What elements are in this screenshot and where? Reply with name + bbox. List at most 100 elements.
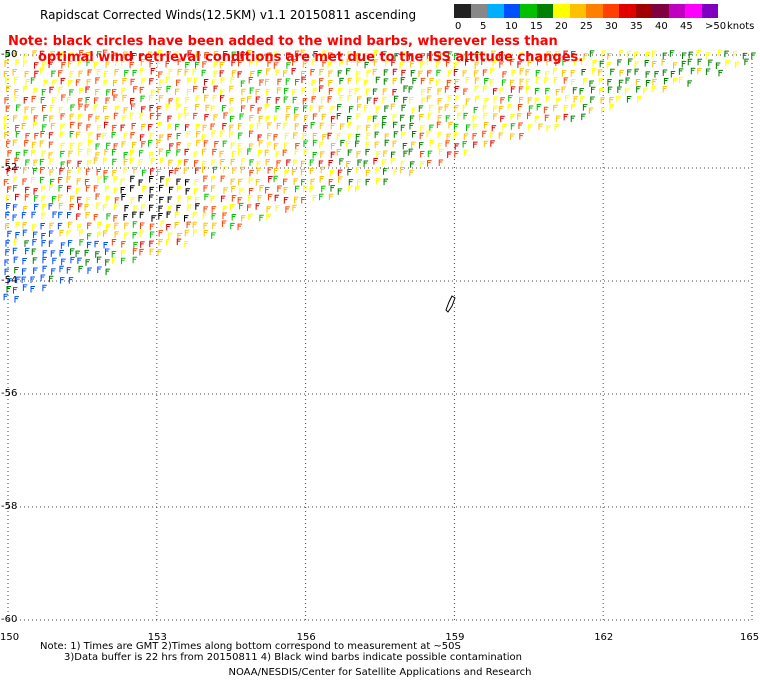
wind-barb — [122, 77, 127, 85]
wind-barb — [113, 187, 119, 195]
wind-barb — [156, 140, 162, 147]
wind-barb — [93, 62, 99, 69]
wind-barb — [347, 168, 352, 176]
wind-barb — [60, 123, 65, 131]
wind-barb — [366, 97, 372, 105]
wind-barb — [337, 70, 343, 77]
wind-barb — [22, 268, 27, 275]
wind-barb — [483, 121, 489, 129]
wind-barb — [31, 141, 37, 149]
wind-barb — [454, 105, 459, 112]
wind-barb — [211, 79, 217, 86]
wind-barb — [33, 188, 39, 195]
wind-barb — [419, 142, 424, 149]
wind-barb — [390, 103, 396, 111]
wind-barb — [105, 97, 110, 104]
wind-barb — [105, 224, 111, 231]
wind-barb — [409, 96, 414, 104]
wind-barb — [105, 195, 111, 203]
wind-barb — [94, 240, 100, 248]
wind-barb — [292, 204, 297, 212]
wind-barb — [7, 278, 12, 285]
wind-barb — [302, 61, 308, 68]
wind-barb — [294, 148, 300, 156]
wind-barb — [13, 115, 18, 122]
wind-barb — [474, 70, 479, 77]
wind-barb — [60, 51, 66, 59]
wind-barb — [616, 95, 621, 103]
legend-swatch — [553, 4, 570, 18]
wind-barb — [453, 69, 459, 76]
wind-barb — [192, 221, 198, 229]
wind-barb — [570, 115, 576, 123]
wind-barb — [402, 142, 408, 150]
wind-barb — [319, 68, 324, 76]
wind-barb — [24, 106, 30, 114]
wind-barb — [78, 103, 84, 111]
wind-barb — [376, 151, 381, 158]
wind-barb — [33, 159, 38, 167]
wind-barb — [339, 95, 344, 102]
wind-barb — [185, 62, 190, 69]
wind-barb — [48, 203, 54, 210]
wind-barb — [545, 87, 550, 95]
wind-barb — [5, 195, 11, 202]
wind-barb — [148, 95, 154, 102]
wind-barb — [563, 105, 569, 112]
wind-barb — [6, 167, 12, 175]
wind-barb — [123, 167, 128, 174]
longitude-label: 159 — [445, 632, 465, 643]
wind-barb — [123, 152, 129, 159]
wind-barb — [545, 71, 550, 78]
wind-barb — [24, 140, 29, 147]
wind-barb — [662, 86, 668, 93]
wind-barb — [212, 95, 218, 102]
legend-unit-label: knots — [727, 21, 755, 32]
wind-barb — [42, 62, 47, 69]
wind-barb — [321, 113, 327, 121]
wind-barb — [139, 68, 145, 75]
wind-barb — [194, 61, 200, 69]
wind-barb — [213, 51, 219, 58]
wind-barb — [401, 69, 406, 77]
wind-barb — [222, 166, 228, 174]
wind-barb — [160, 176, 165, 183]
wind-barb — [247, 204, 252, 211]
wind-barb — [500, 115, 505, 123]
wind-barb — [96, 69, 102, 76]
wind-barb — [538, 123, 543, 131]
wind-barb — [41, 212, 46, 220]
wind-barb — [420, 151, 425, 158]
wind-barb — [421, 88, 426, 96]
wind-barb — [426, 95, 432, 103]
wind-barb — [491, 125, 497, 132]
wind-barb — [645, 80, 651, 87]
wind-barb — [120, 257, 126, 265]
wind-barb — [132, 248, 138, 255]
wind-barb — [201, 69, 207, 77]
wind-barb — [201, 134, 207, 141]
wind-barb — [79, 229, 84, 237]
wind-barb — [427, 87, 432, 94]
wind-barb — [33, 87, 38, 95]
wind-barb — [219, 62, 225, 69]
wind-barb — [265, 78, 270, 86]
wind-barb — [744, 58, 749, 66]
wind-barb — [465, 76, 470, 84]
wind-barb — [429, 124, 434, 132]
wind-barb — [21, 212, 27, 219]
wind-barb — [75, 79, 81, 86]
wind-barb — [751, 52, 756, 60]
wind-barb — [403, 85, 408, 93]
wind-barb — [401, 52, 407, 59]
wind-barb — [403, 96, 408, 104]
wind-barb — [66, 267, 72, 274]
wind-barb — [327, 61, 333, 69]
wind-barb — [322, 50, 327, 57]
wind-barb — [273, 115, 279, 122]
wind-barb — [42, 265, 48, 273]
wind-barb — [544, 114, 550, 122]
wind-barb — [634, 61, 640, 68]
wind-barb — [48, 230, 54, 238]
wind-barb — [283, 187, 289, 194]
